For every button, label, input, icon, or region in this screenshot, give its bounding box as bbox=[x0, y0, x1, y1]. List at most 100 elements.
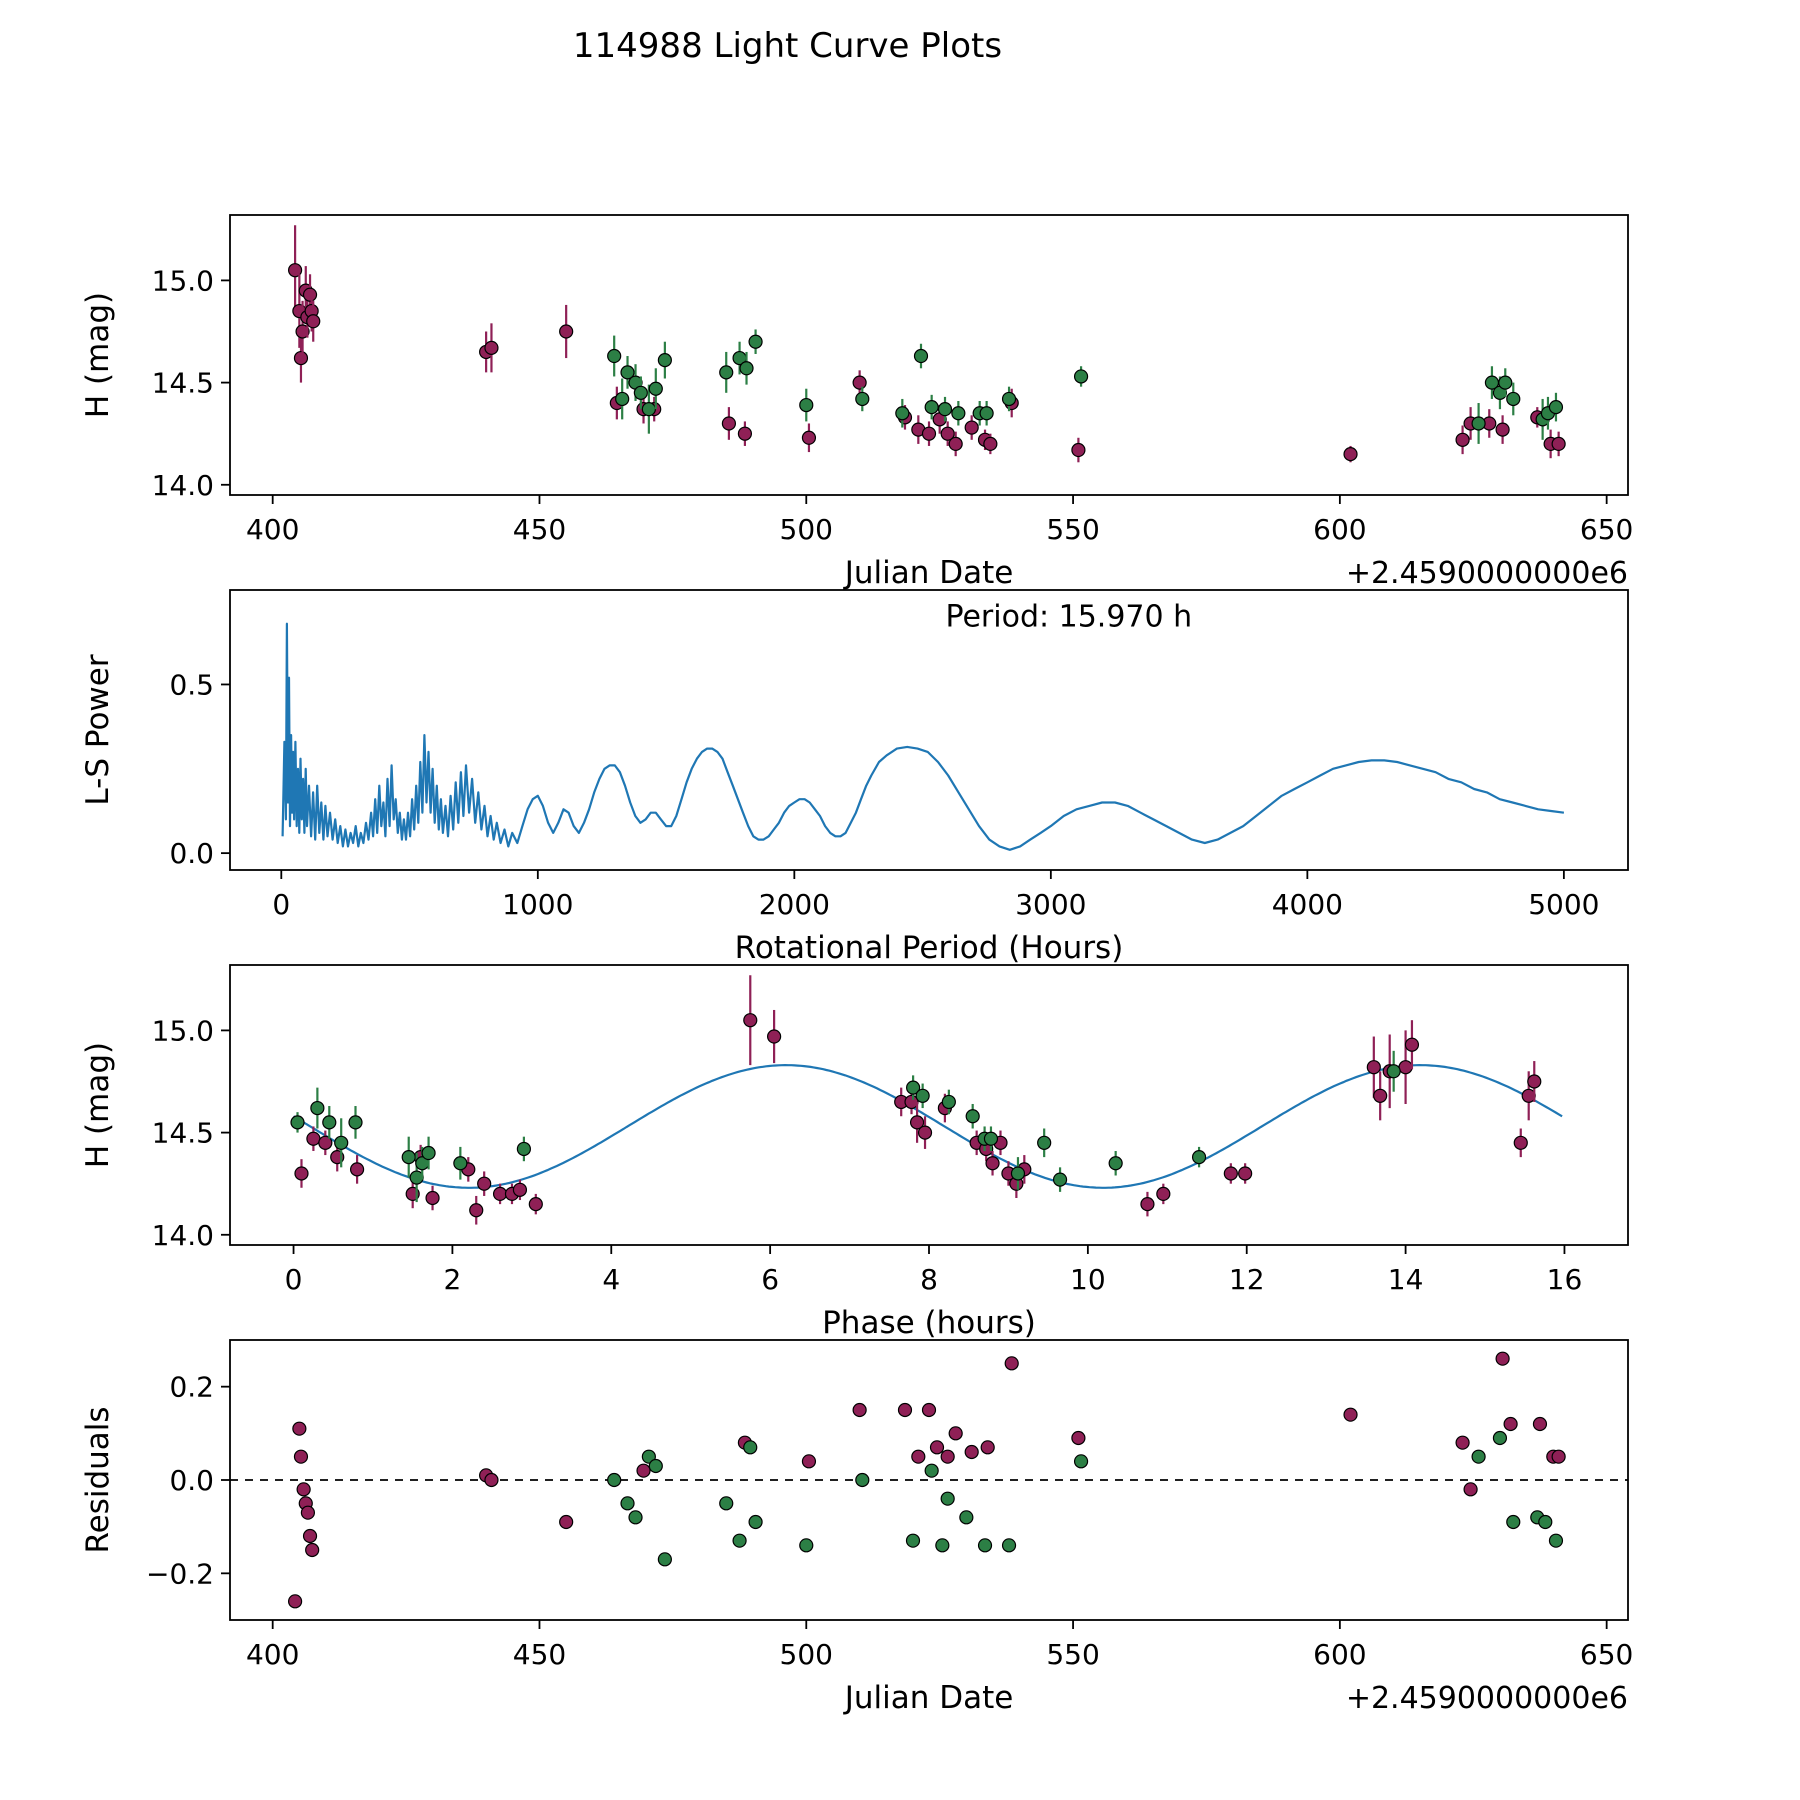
x-tick-label: 14 bbox=[1388, 1263, 1424, 1296]
group2-residuals bbox=[607, 1430, 1564, 1567]
x-tick-label: 650 bbox=[1580, 513, 1633, 546]
phase-curve-plot-area bbox=[290, 975, 1563, 1225]
data-point bbox=[801, 430, 817, 445]
x-tick-label: 16 bbox=[1547, 1263, 1583, 1296]
ls-power-curve bbox=[281, 622, 1565, 851]
data-point bbox=[739, 361, 754, 376]
data-point bbox=[492, 1186, 508, 1202]
data-point bbox=[1506, 391, 1521, 407]
data-point bbox=[1495, 422, 1510, 437]
x-tick-label: 500 bbox=[780, 513, 833, 546]
data-point bbox=[801, 1454, 817, 1469]
data-point bbox=[290, 1115, 305, 1130]
data-point bbox=[737, 426, 753, 441]
group1-observations bbox=[287, 225, 1566, 463]
data-point bbox=[1548, 400, 1564, 415]
x-tick-label: 8 bbox=[920, 1263, 938, 1296]
data-point bbox=[287, 1594, 303, 1609]
data-point bbox=[633, 385, 648, 400]
data-point bbox=[607, 1472, 622, 1488]
light-curve-ylabel: H (mag) bbox=[80, 292, 116, 418]
phase-curve-ylabel: H (mag) bbox=[80, 1042, 116, 1168]
data-point bbox=[913, 348, 929, 364]
y-tick-label: 0.0 bbox=[169, 837, 214, 870]
data-point bbox=[348, 1115, 363, 1130]
data-point bbox=[1548, 1533, 1564, 1548]
data-point bbox=[1343, 1407, 1358, 1422]
data-point bbox=[421, 1145, 436, 1161]
data-point bbox=[924, 1463, 939, 1478]
x-tick-label: 4 bbox=[602, 1263, 620, 1296]
periodogram-ylabel: L-S Power bbox=[80, 654, 116, 805]
data-point bbox=[1503, 1416, 1518, 1432]
data-point bbox=[648, 381, 663, 396]
data-point bbox=[911, 1449, 926, 1464]
periodogram-axes-box bbox=[229, 589, 1629, 871]
data-point bbox=[292, 1421, 307, 1436]
data-point bbox=[929, 1440, 945, 1455]
data-point bbox=[940, 1491, 955, 1506]
data-point bbox=[293, 1449, 309, 1464]
y-tick-label: 15.0 bbox=[152, 264, 214, 297]
group2-phase bbox=[290, 1050, 1401, 1203]
data-point bbox=[1238, 1166, 1253, 1181]
x-tick-label: 0 bbox=[285, 1263, 303, 1296]
data-point bbox=[657, 1552, 672, 1567]
data-point bbox=[1073, 1454, 1089, 1469]
data-point bbox=[1071, 442, 1086, 458]
data-point bbox=[293, 350, 309, 366]
data-point bbox=[985, 1156, 1000, 1171]
data-point bbox=[732, 1533, 747, 1548]
data-point bbox=[559, 324, 574, 339]
data-point bbox=[924, 400, 939, 415]
data-point bbox=[648, 1458, 663, 1474]
x-tick-label: 10 bbox=[1070, 1263, 1106, 1296]
periodogram-plot-area bbox=[281, 622, 1565, 851]
group1-phase bbox=[294, 975, 1542, 1225]
data-point bbox=[1223, 1166, 1238, 1181]
data-point bbox=[295, 324, 310, 339]
data-point bbox=[855, 1472, 870, 1488]
data-point bbox=[965, 1109, 980, 1124]
residuals-x-offset-label: +2.4590000000e6 bbox=[1346, 1681, 1628, 1716]
y-tick-label: 0.2 bbox=[169, 1371, 214, 1404]
data-point bbox=[897, 1402, 913, 1418]
data-point bbox=[322, 1115, 337, 1130]
data-point bbox=[1140, 1197, 1155, 1212]
y-tick-label: 14.5 bbox=[152, 1117, 214, 1150]
data-point bbox=[719, 1496, 734, 1511]
data-point bbox=[1455, 1435, 1470, 1450]
data-point bbox=[615, 391, 630, 407]
x-tick-label: 400 bbox=[246, 1638, 299, 1671]
x-tick-label: 650 bbox=[1580, 1638, 1633, 1671]
data-point bbox=[559, 1514, 574, 1530]
data-point bbox=[641, 1449, 656, 1464]
data-point bbox=[305, 1542, 320, 1558]
data-point bbox=[941, 1094, 956, 1110]
data-point bbox=[980, 1440, 995, 1455]
residuals-xlabel: Julian Date bbox=[843, 1680, 1014, 1716]
data-point bbox=[1532, 1416, 1548, 1432]
phase-curve-axes-box bbox=[229, 964, 1629, 1246]
data-point bbox=[940, 1449, 955, 1464]
x-tick-label: 2 bbox=[443, 1263, 461, 1296]
data-point bbox=[979, 406, 994, 421]
group1-residuals bbox=[287, 1351, 1566, 1609]
data-point bbox=[1373, 1088, 1388, 1103]
data-point bbox=[294, 1166, 309, 1181]
data-point bbox=[743, 1013, 758, 1028]
data-point bbox=[620, 1496, 635, 1511]
data-point bbox=[1513, 1135, 1528, 1150]
y-tick-label: 0.0 bbox=[169, 1464, 214, 1497]
data-point bbox=[917, 1125, 933, 1140]
data-point bbox=[906, 1080, 921, 1095]
periodogram-xlabel: Rotational Period (Hours) bbox=[735, 930, 1124, 966]
data-point bbox=[641, 402, 656, 417]
data-point bbox=[657, 353, 672, 368]
data-point bbox=[1455, 432, 1470, 447]
data-point bbox=[977, 1538, 993, 1553]
data-point bbox=[302, 287, 318, 302]
data-point bbox=[636, 1463, 651, 1478]
data-point bbox=[300, 1505, 316, 1520]
